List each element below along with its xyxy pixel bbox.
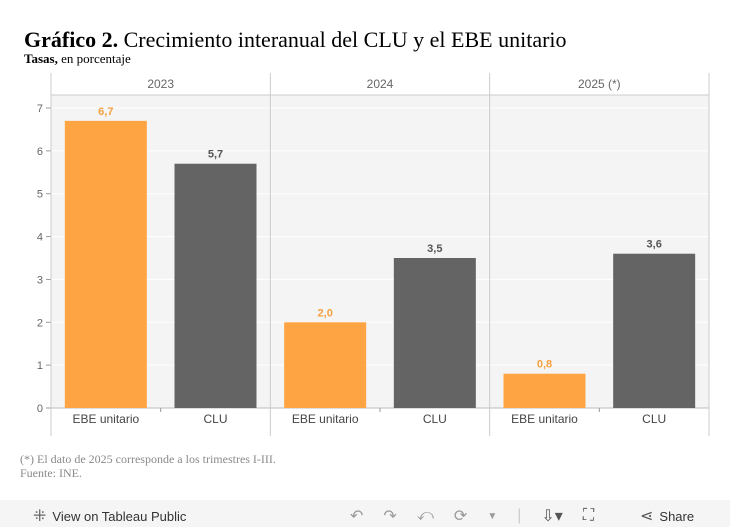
x-tick-label: EBE unitario [292, 412, 359, 426]
fullscreen-icon[interactable]: ⛶ [582, 507, 595, 524]
view-on-tableau-button[interactable]: ⁜ View on Tableau Public [33, 508, 187, 525]
share-button[interactable]: ⋖ Share [640, 508, 695, 525]
download-icon[interactable]: ⇩▾ [541, 508, 563, 525]
bar [503, 373, 586, 408]
x-tick-label: CLU [203, 412, 227, 426]
y-tick-label: 1 [37, 360, 43, 372]
panel-header: 2023 [147, 77, 174, 91]
revert-icon[interactable]: ⤺ [416, 507, 434, 524]
y-tick-label: 5 [37, 189, 43, 201]
y-tick-label: 6 [37, 146, 43, 158]
bar [284, 322, 367, 408]
plot-background [51, 95, 709, 408]
tableau-toolbar: ⁜ View on Tableau Public ↶ ↷ ⤺ ⟳ ▼ | ⇩▾ … [0, 500, 730, 527]
chevron-down-icon[interactable]: ▼ [487, 510, 498, 522]
bar [174, 163, 257, 408]
panel-header: 2025 (*) [578, 77, 621, 91]
chart-notes: (*) El dato de 2025 corresponde a los tr… [20, 452, 276, 480]
y-tick-label: 2 [37, 317, 43, 329]
data-label: 6,7 [98, 106, 113, 118]
source-note: Fuente: INE. [20, 466, 82, 480]
data-label: 0,8 [537, 359, 552, 371]
tableau-logo-icon: ⁜ [33, 508, 47, 525]
y-tick-label: 7 [37, 103, 43, 115]
panel-header: 2024 [367, 77, 394, 91]
chart-title: Gráfico 2. Crecimiento interanual del CL… [24, 27, 567, 52]
share-icon: ⋖ [640, 508, 654, 525]
data-label: 2,0 [318, 307, 333, 319]
divider: | [517, 507, 522, 524]
data-label: 5,7 [208, 149, 223, 161]
y-tick-label: 4 [37, 232, 43, 244]
x-tick-label: EBE unitario [511, 412, 578, 426]
undo-icon[interactable]: ↶ [350, 508, 364, 525]
refresh-icon[interactable]: ⟳ [453, 508, 468, 525]
footnote: (*) El dato de 2025 corresponde a los tr… [20, 452, 276, 466]
data-label: 3,6 [647, 239, 662, 251]
bar [613, 253, 696, 408]
bar-chart: 0 1 2 3 4 5 6 7 2023 6,7 EBE unitario 5,7 CLU 2024 2,0… [37, 73, 710, 436]
data-label: 3,5 [427, 243, 442, 255]
bar [64, 120, 147, 408]
bar [393, 258, 476, 408]
y-tick-label: 3 [37, 274, 43, 286]
x-tick-label: CLU [642, 412, 666, 426]
chart-subtitle: Tasas, en porcentaje [24, 51, 131, 66]
y-tick-label: 0 [37, 403, 43, 415]
redo-icon[interactable]: ↷ [383, 508, 397, 525]
x-tick-label: EBE unitario [72, 412, 139, 426]
x-tick-label: CLU [423, 412, 447, 426]
